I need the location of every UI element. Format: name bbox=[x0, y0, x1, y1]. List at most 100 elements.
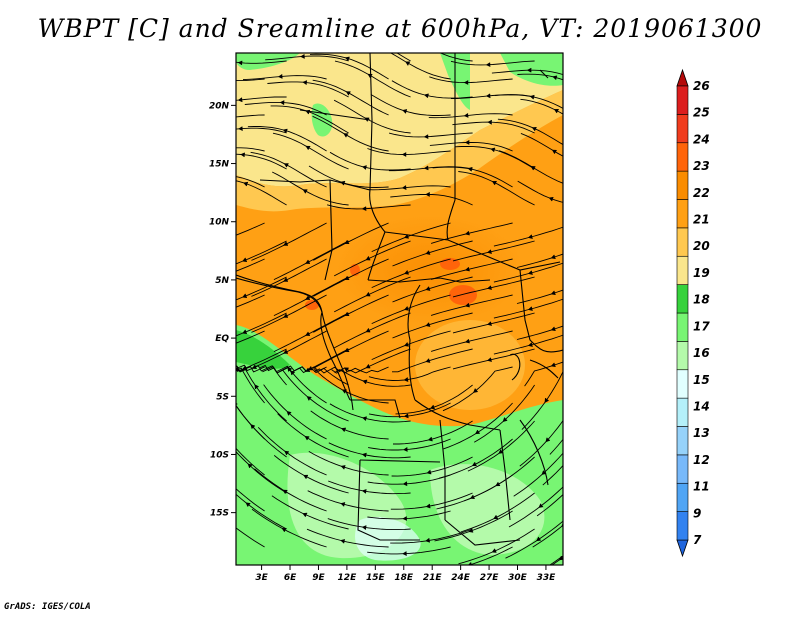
streamline bbox=[432, 166, 513, 188]
streamline bbox=[328, 442, 411, 459]
streamline-arrow bbox=[404, 306, 409, 311]
streamline bbox=[468, 546, 513, 565]
streamline bbox=[429, 76, 513, 84]
streamline bbox=[520, 132, 563, 157]
colorbar-swatch bbox=[676, 426, 689, 456]
streamline-arrow bbox=[402, 551, 407, 556]
streamline bbox=[236, 451, 287, 494]
colorbar-swatch bbox=[676, 142, 689, 172]
streamline bbox=[458, 528, 535, 565]
streamline bbox=[313, 330, 389, 369]
streamline bbox=[313, 258, 389, 297]
colorbar-label: 26 bbox=[693, 79, 710, 93]
streamline bbox=[516, 253, 563, 268]
streamline-arrow bbox=[426, 469, 432, 475]
streamline-arrow bbox=[425, 192, 431, 197]
streamline-arrow bbox=[361, 452, 367, 458]
colorbar-swatch bbox=[676, 255, 689, 285]
streamlines bbox=[220, 38, 563, 565]
latitude-axis: 20N 15N 10N 5N EQ 5S 10S 15S bbox=[209, 101, 236, 519]
streamline-arrow bbox=[425, 322, 431, 327]
streamline bbox=[236, 447, 265, 476]
colorbar-label: 13 bbox=[693, 426, 710, 440]
streamline-arrow bbox=[425, 503, 431, 509]
streamline-arrow bbox=[286, 410, 292, 416]
colorbar-label: 18 bbox=[693, 293, 710, 307]
streamline bbox=[236, 258, 265, 272]
streamline bbox=[334, 348, 411, 374]
streamline bbox=[236, 330, 265, 344]
streamline bbox=[313, 366, 389, 374]
streamline bbox=[491, 69, 563, 76]
streamline-arrow bbox=[403, 377, 409, 382]
streamline-arrow bbox=[368, 38, 372, 42]
streamline-arrow bbox=[365, 256, 371, 261]
streamline bbox=[254, 468, 327, 512]
streamline-arrow bbox=[550, 362, 556, 368]
streamline bbox=[251, 294, 327, 333]
streamline bbox=[265, 55, 349, 62]
streamline bbox=[271, 495, 349, 530]
streamline-arrow bbox=[427, 46, 431, 49]
streamline bbox=[279, 365, 349, 386]
streamline-arrow bbox=[283, 241, 289, 246]
streamline bbox=[236, 493, 287, 530]
streamline bbox=[513, 452, 563, 497]
streamline-arrow bbox=[471, 462, 477, 467]
streamline bbox=[236, 222, 265, 236]
lon-tick-label: 21E bbox=[423, 573, 443, 583]
streamline bbox=[236, 348, 287, 372]
streamline-arrow bbox=[423, 165, 429, 171]
colorbar-label: 23 bbox=[693, 159, 710, 173]
streamline-arrow bbox=[306, 396, 312, 401]
streamline bbox=[251, 258, 327, 297]
streamline-arrow bbox=[225, 519, 229, 523]
streamline bbox=[430, 258, 513, 280]
chart-title: WBPT [C] and Sreamline at 600hPa, VT: 20… bbox=[37, 14, 763, 43]
streamline bbox=[493, 262, 563, 283]
streamline-arrow bbox=[362, 416, 367, 421]
streamline bbox=[467, 420, 535, 472]
streamline bbox=[455, 145, 535, 170]
streamline-arrow bbox=[220, 346, 224, 350]
streamline bbox=[251, 222, 327, 261]
streamline bbox=[532, 524, 563, 548]
streamline-arrow bbox=[486, 321, 492, 326]
streamline-arrow bbox=[230, 442, 234, 446]
streamline bbox=[536, 493, 563, 517]
streamline bbox=[309, 53, 389, 80]
streamline bbox=[392, 276, 473, 303]
colorbar-swatch bbox=[676, 482, 689, 512]
streamline bbox=[272, 132, 349, 170]
streamline bbox=[236, 367, 265, 404]
streamline-arrow bbox=[527, 234, 533, 239]
streamline-arrow bbox=[405, 61, 410, 66]
streamline-arrow bbox=[485, 93, 491, 99]
streamline bbox=[434, 510, 513, 542]
colorbar-swatch bbox=[676, 397, 689, 427]
streamline bbox=[367, 510, 451, 520]
streamline bbox=[493, 298, 563, 319]
streamline bbox=[333, 99, 411, 134]
colorbar-swatch bbox=[676, 369, 689, 399]
streamline bbox=[307, 490, 389, 512]
streamline-arrow bbox=[365, 328, 371, 333]
lon-tick-label: 18E bbox=[394, 573, 414, 583]
lat-tick-label: 20N bbox=[209, 101, 230, 111]
streamline-arrow bbox=[473, 388, 478, 393]
streamline bbox=[524, 361, 563, 387]
colorbar-label: 14 bbox=[693, 399, 710, 413]
streamline bbox=[251, 508, 327, 548]
streamline bbox=[271, 171, 349, 206]
streamline bbox=[549, 438, 563, 455]
streamline-arrow bbox=[283, 313, 289, 318]
streamline bbox=[333, 312, 411, 349]
streamline-arrow bbox=[361, 165, 367, 170]
streamline bbox=[251, 330, 327, 369]
streamline bbox=[439, 53, 473, 62]
streamline bbox=[498, 150, 563, 184]
streamline bbox=[393, 420, 473, 445]
streamline-arrow bbox=[464, 140, 470, 145]
streamline-arrow bbox=[254, 384, 259, 390]
